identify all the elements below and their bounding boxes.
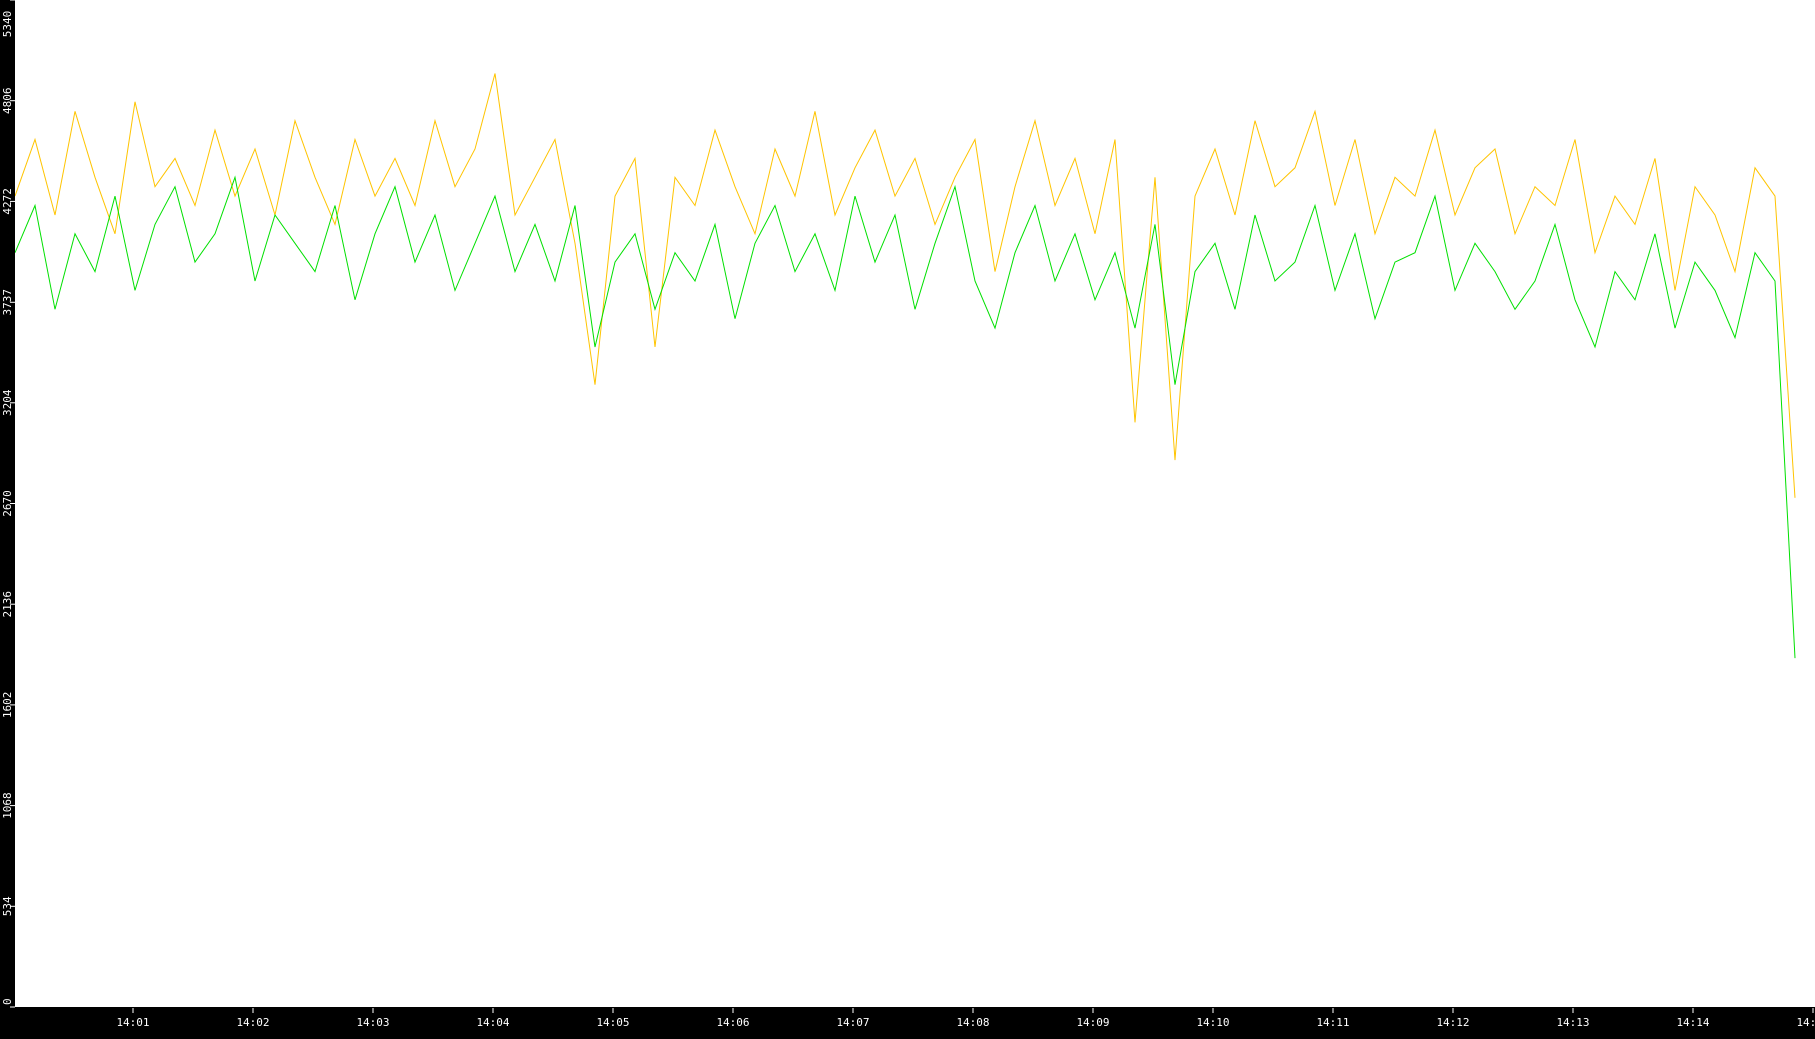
x-tick-label: 14:10 (1196, 1016, 1229, 1029)
y-tick-label: 0 (1, 998, 14, 1005)
x-tick-label: 14:14 (1676, 1016, 1709, 1029)
x-tick-label: 14:11 (1316, 1016, 1349, 1029)
x-tick-label: 14:15 (1796, 1016, 1815, 1029)
plot-area (15, 0, 1815, 1007)
y-tick-label: 5340 (1, 11, 14, 38)
x-tick-label: 14:03 (356, 1016, 389, 1029)
series-layer (14, 73, 1796, 659)
x-tick-label: 14:02 (236, 1016, 269, 1029)
x-tick-label: 14:12 (1436, 1016, 1469, 1029)
y-axis: 0 534 1068 1602 2136 2670 3204 3737 4272 4806 5340 (1, 0, 15, 1008)
x-tick-label: 14:05 (596, 1016, 629, 1029)
y-tick-label: 2670 (1, 490, 14, 517)
y-tick-label: 1068 (1, 792, 14, 819)
x-axis: 14:01 14:02 14:03 14:04 14:05 14:06 14:07 14:08… (116, 1008, 1815, 1029)
y-axis-bar (0, 0, 15, 1039)
y-tick-label: 4806 (1, 87, 14, 114)
x-tick-label: 14:01 (116, 1016, 149, 1029)
x-tick-label: 14:04 (476, 1016, 509, 1029)
x-tick-label: 14:08 (956, 1016, 989, 1029)
y-tick-label: 3204 (1, 389, 14, 416)
x-tick-label: 14:06 (716, 1016, 749, 1029)
y-tick-label: 4272 (1, 188, 14, 215)
x-tick-label: 14:09 (1076, 1016, 1109, 1029)
x-tick-label: 14:07 (836, 1016, 869, 1029)
y-tick-label: 1602 (1, 692, 14, 719)
series-line-0 (14, 73, 1796, 498)
y-tick-label: 2136 (1, 591, 14, 618)
x-axis-bar (0, 1007, 1815, 1039)
y-tick-label: 3737 (1, 289, 14, 316)
series-line-1 (14, 175, 1796, 659)
x-tick-label: 14:13 (1556, 1016, 1589, 1029)
y-tick-label: 534 (1, 896, 14, 916)
